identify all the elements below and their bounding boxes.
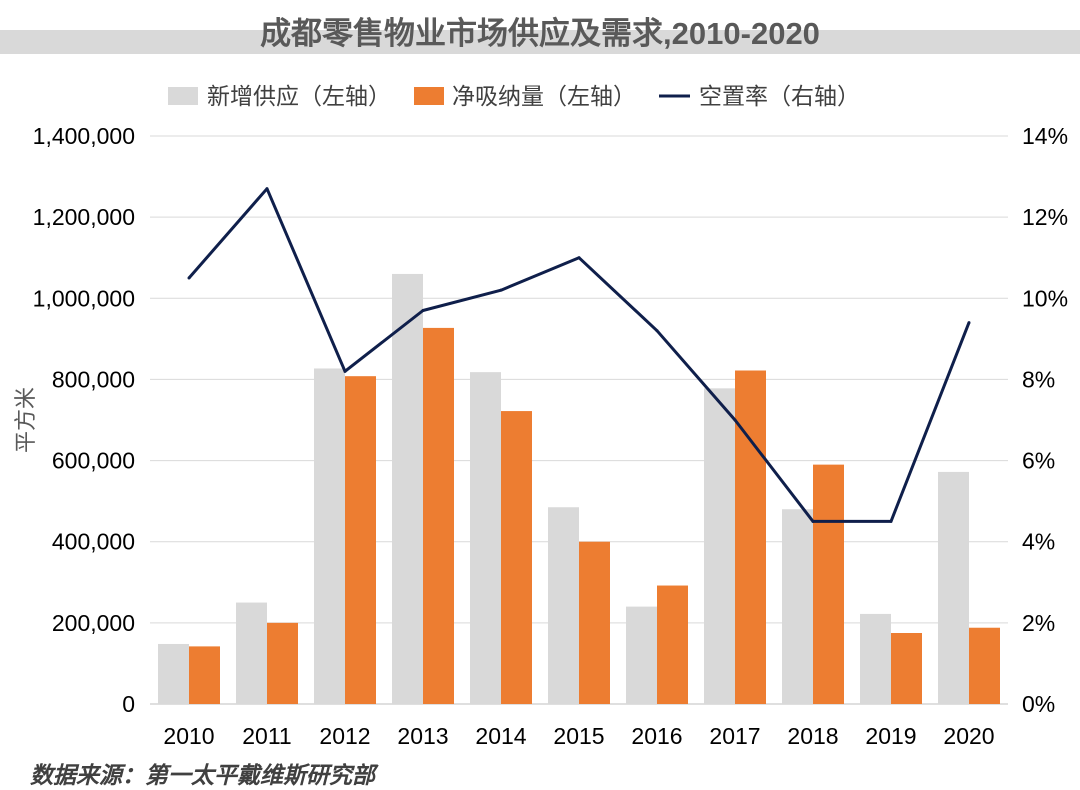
vacancy-rate-point — [889, 519, 893, 523]
vacancy-rate-point — [655, 329, 659, 333]
bar-new-supply — [938, 471, 969, 704]
y2-tick-label: 8% — [1022, 366, 1055, 392]
bar-net-absorption — [891, 633, 922, 704]
y-tick-label: 800,000 — [52, 366, 135, 392]
bar-net-absorption — [969, 627, 1000, 704]
vacancy-rate-point — [343, 369, 347, 373]
chart-title: 成都零售物业市场供应及需求,2010-2020 — [260, 16, 820, 51]
bar-new-supply — [392, 273, 423, 704]
bar-new-supply — [782, 509, 813, 704]
y-tick-label: 400,000 — [52, 529, 135, 555]
x-tick-label: 2010 — [163, 723, 214, 749]
vacancy-rate-point — [811, 519, 815, 523]
bar-new-supply — [704, 388, 735, 704]
x-tick-label: 2019 — [865, 723, 916, 749]
bar-new-supply — [548, 507, 579, 704]
bar-net-absorption — [813, 464, 844, 704]
legend: 新增供应（左轴） 净吸纳量（左轴） 空置率（右轴） — [168, 83, 860, 109]
bar-net-absorption — [345, 376, 376, 704]
vacancy-rate-point — [265, 187, 269, 191]
vacancy-rate-point — [421, 308, 425, 312]
vacancy-rate-line — [187, 187, 971, 523]
vacancy-rate-point — [187, 276, 191, 280]
bar-new-supply — [860, 613, 891, 704]
y2-tick-label: 0% — [1022, 691, 1055, 717]
vacancy-rate-point — [967, 321, 971, 325]
x-tick-label: 2011 — [242, 723, 291, 749]
y-tick-label: 600,000 — [52, 448, 135, 474]
bar-net-absorption — [423, 327, 454, 704]
x-tick-label: 2014 — [475, 723, 526, 749]
bar-new-supply — [236, 602, 267, 704]
y2-tick-label: 6% — [1022, 448, 1055, 474]
vacancy-line-group — [187, 187, 971, 523]
x-tick-label: 2018 — [787, 723, 838, 749]
bar-new-supply — [158, 643, 189, 704]
y-tick-label: 1,200,000 — [33, 204, 135, 230]
y-tick-label: 200,000 — [52, 610, 135, 636]
bars — [158, 273, 1000, 704]
legend-swatch-supply — [168, 87, 198, 105]
y-tick-label: 1,400,000 — [33, 123, 135, 149]
title-band — [0, 30, 1080, 54]
bar-net-absorption — [657, 585, 688, 704]
bar-new-supply — [314, 368, 345, 704]
left-axis-ticks: 0 200,000 400,000 600,000 800,000 1,000,000 1,… — [33, 123, 135, 717]
vacancy-rate-point — [733, 418, 737, 422]
bar-new-supply — [626, 606, 657, 704]
x-axis-ticks: 2010 2011 2012 2013 2014 2015 2016 2017 2018 2019… — [163, 723, 994, 749]
bar-net-absorption — [579, 541, 610, 704]
x-tick-label: 2016 — [631, 723, 682, 749]
x-tick-label: 2020 — [943, 723, 994, 749]
bar-net-absorption — [267, 622, 298, 704]
vacancy-rate-point — [577, 256, 581, 260]
x-tick-label: 2015 — [553, 723, 604, 749]
source-note: 数据来源：第一太平戴维斯研究部 — [30, 762, 375, 788]
y2-tick-label: 14% — [1022, 123, 1068, 149]
legend-label-vacancy: 空置率（右轴） — [699, 83, 860, 109]
legend-label-absorption: 净吸纳量（左轴） — [452, 83, 636, 109]
legend-swatch-absorption — [414, 87, 444, 105]
x-tick-label: 2013 — [397, 723, 448, 749]
bar-net-absorption — [189, 646, 220, 704]
y-tick-label: 0 — [122, 691, 135, 717]
x-tick-label: 2012 — [319, 723, 370, 749]
y2-tick-label: 10% — [1022, 285, 1068, 311]
bar-net-absorption — [501, 411, 532, 704]
x-tick-label: 2017 — [709, 723, 760, 749]
right-axis-ticks: 0% 2% 4% 6% 8% 10% 12% 14% — [1022, 123, 1068, 717]
y-axis-label: 平方米 — [13, 387, 38, 453]
y2-tick-label: 12% — [1022, 204, 1068, 230]
y2-tick-label: 4% — [1022, 529, 1055, 555]
bar-new-supply — [470, 372, 501, 704]
y2-tick-label: 2% — [1022, 610, 1055, 636]
vacancy-rate-point — [499, 288, 503, 292]
y-tick-label: 1,000,000 — [33, 285, 135, 311]
bar-net-absorption — [735, 370, 766, 704]
legend-label-supply: 新增供应（左轴） — [207, 83, 391, 109]
